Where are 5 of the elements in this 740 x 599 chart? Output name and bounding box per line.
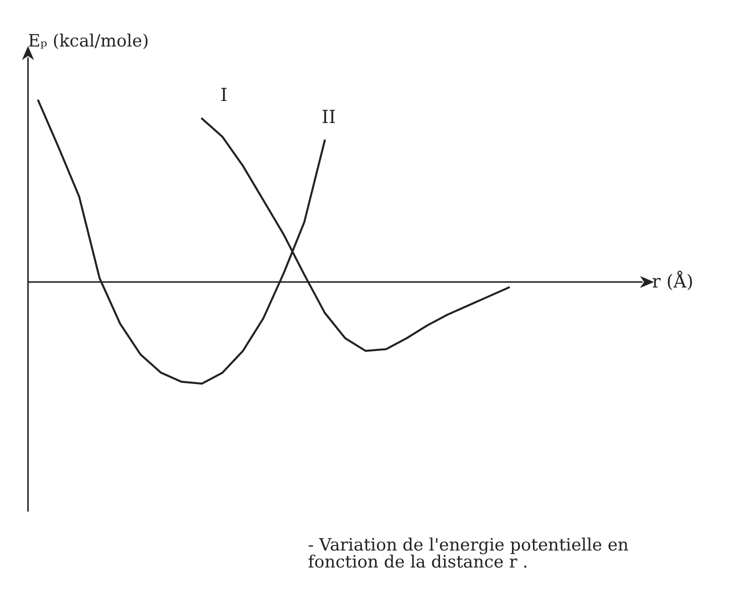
- series-label: II: [322, 106, 336, 128]
- text: - Variation de l'energie potentielle en fonction de la distance r .: [308, 536, 634, 572]
- series-label: I: [220, 85, 228, 106]
- y-axis-title: Eₚ (kcal/mole): [28, 32, 149, 52]
- x-axis-title: r (Å): [652, 270, 694, 292]
